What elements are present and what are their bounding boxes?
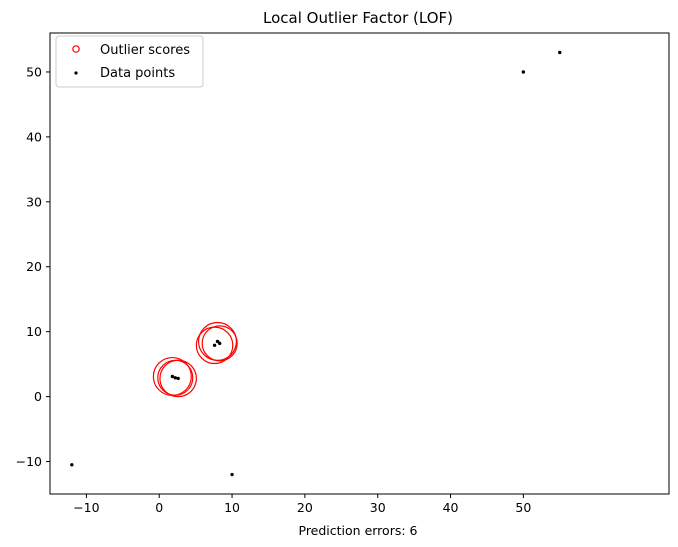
legend-datapoint-marker	[74, 71, 78, 75]
x-tick-label: 20	[297, 500, 313, 515]
x-tick-label: 50	[515, 500, 531, 515]
x-axis-label: Prediction errors: 6	[299, 523, 418, 538]
data-point-4	[215, 339, 220, 344]
data-point-3	[212, 343, 217, 348]
y-tick-label: 20	[26, 259, 42, 274]
legend-frame	[55, 35, 204, 88]
outlier-score-circle-5	[201, 325, 238, 362]
x-tick-label: 0	[155, 500, 163, 515]
legend-label-outlier-scores: Outlier scores	[100, 43, 190, 58]
data-point-1	[173, 376, 177, 380]
plot-area	[70, 50, 562, 477]
axes: −10 0 10 20 30 40 50 −10 0 10 20 30 40 50	[16, 32, 670, 515]
legend-label-data-points: Data points	[100, 66, 175, 81]
data-point-9	[230, 472, 234, 477]
y-tick-label: 30	[26, 194, 42, 209]
x-tick-label: 10	[224, 500, 240, 515]
data-point-5	[217, 341, 222, 346]
legend: Outlier scores Data points	[55, 35, 204, 88]
y-tick-label: 10	[26, 324, 42, 339]
x-tick-label: 30	[370, 500, 386, 515]
y-tick-label: −10	[16, 454, 42, 469]
data-point-6	[521, 70, 526, 74]
y-tick-label: 50	[26, 64, 42, 79]
data-point-0	[170, 374, 175, 379]
legend-outlier-marker	[72, 45, 80, 53]
axes-frame	[49, 32, 670, 495]
data-point-8	[70, 463, 74, 467]
y-tick-label: 0	[34, 389, 42, 404]
y-tick-label: 40	[26, 129, 42, 144]
x-tick-label: −10	[73, 500, 99, 515]
outlier-score-circle-2	[159, 359, 197, 398]
chart-title: Local Outlier Factor (LOF)	[263, 9, 453, 27]
x-tick-label: 40	[443, 500, 459, 515]
data-point-2	[176, 376, 180, 381]
data-point-7	[558, 50, 562, 55]
